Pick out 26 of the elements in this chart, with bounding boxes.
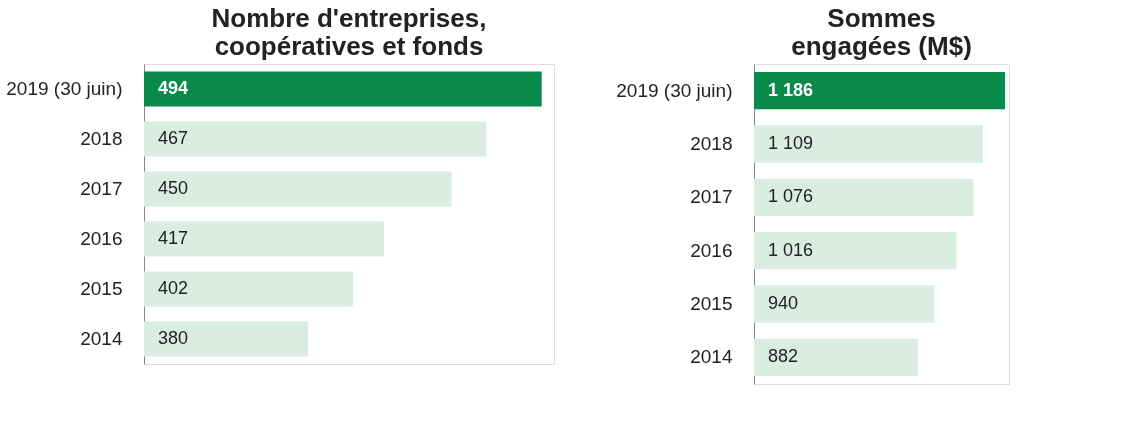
data-label: 494 — [158, 78, 189, 98]
y-tick-label: 2015 — [690, 293, 733, 314]
data-label: 1 076 — [768, 186, 814, 207]
y-tick-label: 2016 — [80, 228, 123, 249]
data-label: 1 016 — [768, 239, 814, 260]
y-tick-label: 2017 — [690, 186, 733, 208]
y-tick-label: 2016 — [690, 239, 733, 261]
data-label: 882 — [768, 346, 799, 367]
y-tick-label: 2019 (30 juin) — [6, 78, 123, 99]
y-tick-label: 2017 — [80, 178, 123, 199]
data-label: 1 186 — [768, 79, 814, 100]
chart-title: Nombre d'entreprises, coopératives et fonds — [211, 3, 487, 61]
data-label: 467 — [158, 128, 189, 148]
y-tick-label: 2014 — [690, 346, 733, 368]
data-label: 417 — [158, 228, 189, 248]
chart-title: Sommes engagées (M$) — [791, 3, 972, 61]
data-label: 380 — [158, 328, 189, 348]
y-tick-label: 2014 — [80, 328, 123, 349]
data-label: 940 — [768, 293, 799, 313]
data-label: 402 — [158, 278, 189, 298]
y-tick-label: 2019 (30 juin) — [616, 79, 733, 101]
y-tick-label: 2018 — [80, 128, 123, 149]
data-label: 450 — [158, 178, 189, 198]
data-label: 1 109 — [768, 133, 814, 153]
y-tick-label: 2015 — [80, 278, 123, 299]
y-tick-label: 2018 — [690, 133, 733, 154]
